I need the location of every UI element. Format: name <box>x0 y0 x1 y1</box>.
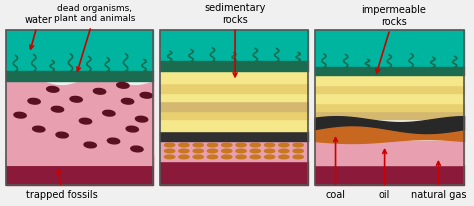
Text: impermeable
rocks: impermeable rocks <box>362 5 427 73</box>
Text: natural gas: natural gas <box>410 162 466 200</box>
Ellipse shape <box>179 143 189 147</box>
Ellipse shape <box>193 143 203 147</box>
Ellipse shape <box>236 155 246 159</box>
Ellipse shape <box>164 155 175 159</box>
Ellipse shape <box>222 155 232 159</box>
Ellipse shape <box>207 143 218 147</box>
Ellipse shape <box>222 143 232 147</box>
Ellipse shape <box>33 126 45 132</box>
Ellipse shape <box>93 88 106 94</box>
Ellipse shape <box>293 155 303 159</box>
Ellipse shape <box>279 143 289 147</box>
Ellipse shape <box>140 92 153 98</box>
Ellipse shape <box>28 98 40 104</box>
Ellipse shape <box>207 155 218 159</box>
Ellipse shape <box>279 149 289 153</box>
Ellipse shape <box>164 149 175 153</box>
Ellipse shape <box>264 143 275 147</box>
Bar <box>6 30 153 185</box>
Bar <box>160 30 308 185</box>
Ellipse shape <box>84 142 96 148</box>
Bar <box>315 30 464 185</box>
Ellipse shape <box>293 143 303 147</box>
Text: oil: oil <box>379 150 390 200</box>
Ellipse shape <box>117 82 129 88</box>
Ellipse shape <box>46 87 59 92</box>
Ellipse shape <box>236 149 246 153</box>
Ellipse shape <box>14 112 26 118</box>
Text: coal: coal <box>326 138 346 200</box>
Ellipse shape <box>293 149 303 153</box>
Text: sedimentary
rocks: sedimentary rocks <box>204 3 266 77</box>
Ellipse shape <box>264 155 275 159</box>
Ellipse shape <box>236 143 246 147</box>
Ellipse shape <box>103 110 115 116</box>
Ellipse shape <box>179 155 189 159</box>
Ellipse shape <box>126 126 138 132</box>
Ellipse shape <box>193 155 203 159</box>
Text: trapped fossils: trapped fossils <box>26 170 98 200</box>
Ellipse shape <box>250 149 260 153</box>
Ellipse shape <box>279 155 289 159</box>
Ellipse shape <box>207 149 218 153</box>
Ellipse shape <box>250 155 260 159</box>
Ellipse shape <box>179 149 189 153</box>
Ellipse shape <box>193 149 203 153</box>
Text: dead organisms,
plant and animals: dead organisms, plant and animals <box>54 4 136 71</box>
Ellipse shape <box>70 96 82 102</box>
Ellipse shape <box>108 138 120 144</box>
Ellipse shape <box>131 146 143 152</box>
Text: water: water <box>25 15 53 49</box>
Ellipse shape <box>264 149 275 153</box>
Ellipse shape <box>164 143 175 147</box>
Ellipse shape <box>222 149 232 153</box>
Ellipse shape <box>136 116 148 122</box>
Ellipse shape <box>56 132 68 138</box>
Ellipse shape <box>79 118 91 124</box>
Ellipse shape <box>250 143 260 147</box>
Ellipse shape <box>121 98 134 104</box>
Ellipse shape <box>51 106 64 112</box>
